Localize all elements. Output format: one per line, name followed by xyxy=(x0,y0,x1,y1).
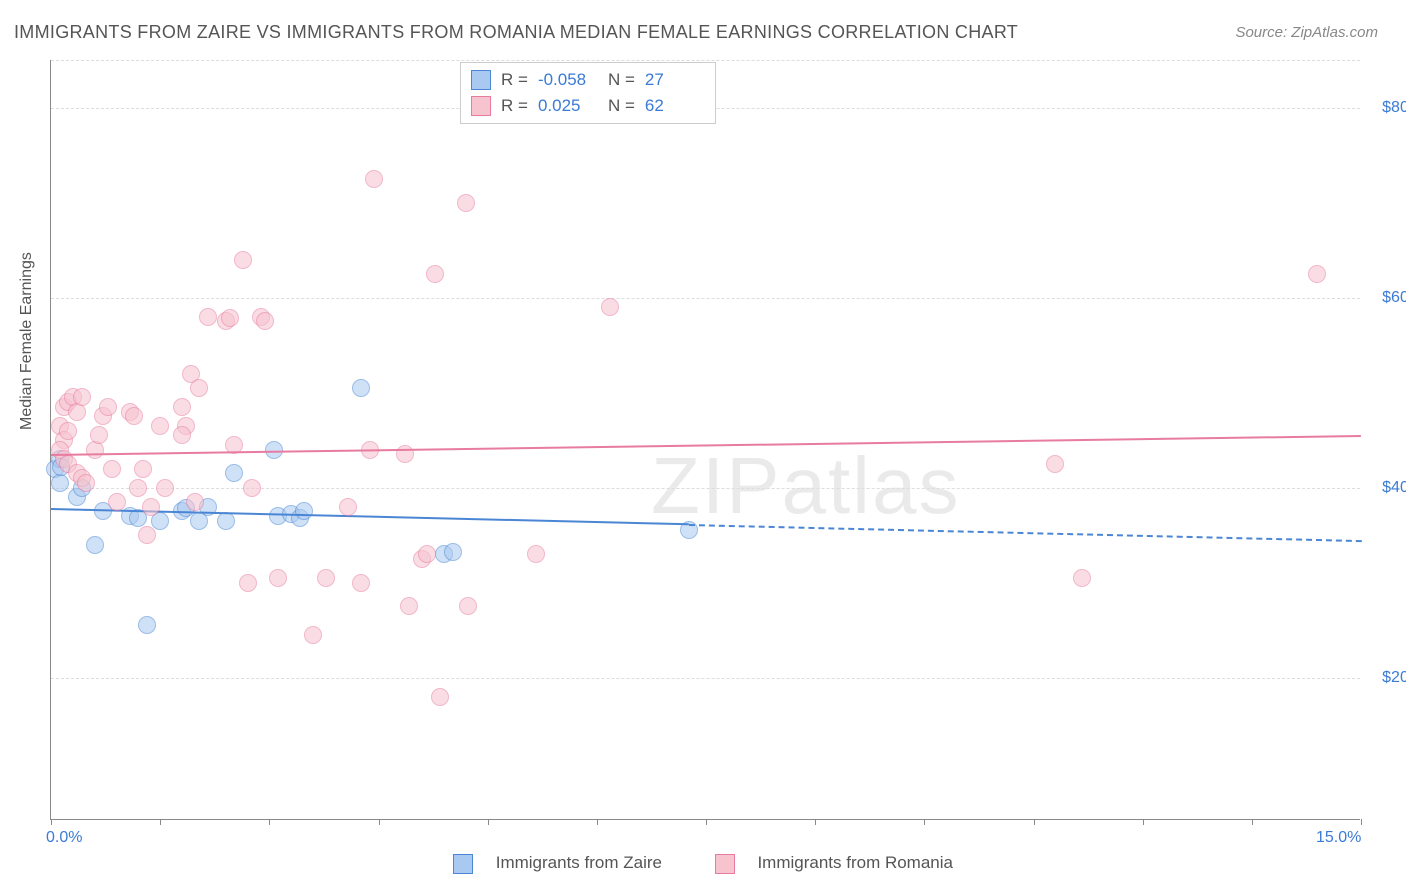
data-point xyxy=(352,379,370,397)
data-point xyxy=(243,479,261,497)
n-value-zaire: 27 xyxy=(645,67,705,93)
x-tick xyxy=(160,819,161,825)
x-tick xyxy=(924,819,925,825)
r-value-romania: 0.025 xyxy=(538,93,598,119)
data-point xyxy=(77,474,95,492)
data-point xyxy=(199,308,217,326)
x-tick xyxy=(379,819,380,825)
data-point xyxy=(339,498,357,516)
swatch-zaire xyxy=(453,854,473,874)
data-point xyxy=(156,479,174,497)
data-point xyxy=(90,426,108,444)
x-tick-label: 0.0% xyxy=(46,829,82,847)
y-tick-label: $40,000 xyxy=(1370,479,1406,497)
watermark: ZIPatlas xyxy=(651,440,960,532)
y-tick-label: $60,000 xyxy=(1370,289,1406,307)
data-point xyxy=(1073,569,1091,587)
legend-label-zaire: Immigrants from Zaire xyxy=(496,853,662,872)
data-point xyxy=(431,688,449,706)
bottom-legend: Immigrants from Zaire Immigrants from Ro… xyxy=(0,853,1406,874)
data-point xyxy=(108,493,126,511)
y-tick-label: $80,000 xyxy=(1370,99,1406,117)
data-point xyxy=(51,474,69,492)
gridline xyxy=(51,60,1360,61)
source-citation: Source: ZipAtlas.com xyxy=(1235,24,1378,41)
stats-row-romania: R = 0.025 N = 62 xyxy=(471,93,705,119)
trend-line xyxy=(51,435,1361,456)
gridline xyxy=(51,298,1360,299)
y-tick-label: $20,000 xyxy=(1370,669,1406,687)
r-label: R = xyxy=(501,93,528,119)
n-value-romania: 62 xyxy=(645,93,705,119)
legend-item-romania: Immigrants from Romania xyxy=(703,853,965,872)
data-point xyxy=(151,417,169,435)
swatch-zaire xyxy=(471,70,491,90)
x-tick xyxy=(1361,819,1362,825)
data-point xyxy=(457,194,475,212)
x-tick xyxy=(1252,819,1253,825)
legend-label-romania: Immigrants from Romania xyxy=(757,853,953,872)
data-point xyxy=(73,388,91,406)
chart-plot-area: ZIPatlas $20,000$40,000$60,000$80,0000.0… xyxy=(50,60,1360,820)
swatch-romania xyxy=(471,96,491,116)
data-point xyxy=(1046,455,1064,473)
data-point xyxy=(103,460,121,478)
data-point xyxy=(221,309,239,327)
x-tick xyxy=(269,819,270,825)
x-tick xyxy=(815,819,816,825)
data-point xyxy=(138,526,156,544)
y-axis-label: Median Female Earnings xyxy=(18,252,36,430)
data-point xyxy=(426,265,444,283)
x-tick xyxy=(1034,819,1035,825)
data-point xyxy=(173,426,191,444)
data-point xyxy=(239,574,257,592)
data-point xyxy=(173,398,191,416)
data-point xyxy=(59,422,77,440)
data-point xyxy=(304,626,322,644)
x-tick xyxy=(488,819,489,825)
data-point xyxy=(365,170,383,188)
data-point xyxy=(134,460,152,478)
data-point xyxy=(601,298,619,316)
n-label: N = xyxy=(608,93,635,119)
x-tick xyxy=(706,819,707,825)
data-point xyxy=(138,616,156,634)
x-tick xyxy=(51,819,52,825)
chart-title: IMMIGRANTS FROM ZAIRE VS IMMIGRANTS FROM… xyxy=(14,22,1018,43)
data-point xyxy=(86,536,104,554)
data-point xyxy=(459,597,477,615)
stats-legend: R = -0.058 N = 27 R = 0.025 N = 62 xyxy=(460,62,716,124)
data-point xyxy=(142,498,160,516)
r-label: R = xyxy=(501,67,528,93)
data-point xyxy=(352,574,370,592)
data-point xyxy=(186,493,204,511)
n-label: N = xyxy=(608,67,635,93)
data-point xyxy=(190,379,208,397)
data-point xyxy=(1308,265,1326,283)
data-point xyxy=(217,512,235,530)
data-point xyxy=(317,569,335,587)
legend-item-zaire: Immigrants from Zaire xyxy=(441,853,679,872)
trend-line xyxy=(689,524,1362,542)
data-point xyxy=(125,407,143,425)
data-point xyxy=(265,441,283,459)
data-point xyxy=(418,545,436,563)
stats-row-zaire: R = -0.058 N = 27 xyxy=(471,67,705,93)
data-point xyxy=(527,545,545,563)
gridline xyxy=(51,678,1360,679)
data-point xyxy=(99,398,117,416)
x-tick xyxy=(597,819,598,825)
r-value-zaire: -0.058 xyxy=(538,67,598,93)
x-tick xyxy=(1143,819,1144,825)
data-point xyxy=(444,543,462,561)
data-point xyxy=(225,464,243,482)
data-point xyxy=(234,251,252,269)
data-point xyxy=(129,479,147,497)
swatch-romania xyxy=(715,854,735,874)
data-point xyxy=(269,569,287,587)
x-tick-label: 15.0% xyxy=(1316,829,1361,847)
data-point xyxy=(256,312,274,330)
data-point xyxy=(400,597,418,615)
data-point xyxy=(295,502,313,520)
